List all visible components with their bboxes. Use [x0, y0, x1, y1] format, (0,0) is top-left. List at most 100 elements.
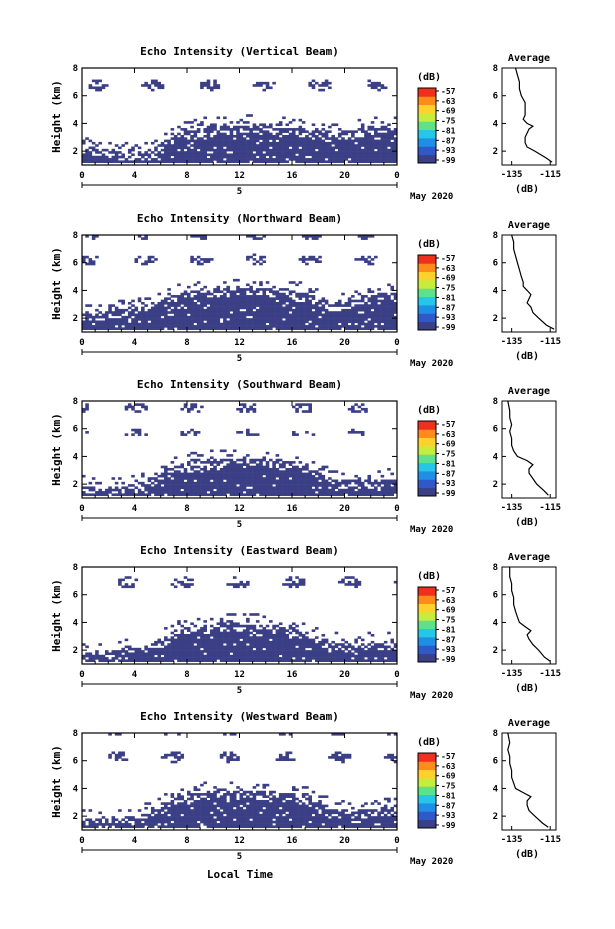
- echo-cell: [114, 327, 119, 330]
- echo-cell: [288, 493, 293, 496]
- echo-cell: [206, 659, 211, 662]
- echo-cell: [262, 160, 267, 163]
- echo-cell: [85, 318, 89, 321]
- echo-cell: [265, 125, 270, 129]
- echo-cell: [311, 477, 316, 480]
- echo-cell: [269, 153, 273, 157]
- echo-cell: [173, 578, 178, 582]
- echo-cell: [144, 322, 148, 326]
- echo-cell: [318, 144, 322, 147]
- echo-cell: [98, 659, 102, 662]
- echo-cell: [249, 472, 253, 476]
- echo-cell: [288, 304, 293, 307]
- echo-cell: [347, 407, 352, 411]
- echo-cell: [364, 318, 368, 321]
- echo-cell: [137, 403, 142, 406]
- echo-cell: [364, 304, 368, 307]
- echo-cell: [255, 613, 260, 616]
- echo-cell: [114, 151, 119, 154]
- echo-cell: [341, 130, 345, 133]
- echo-cell: [114, 308, 119, 312]
- echo-cell: [324, 308, 329, 312]
- echo-cell: [377, 151, 381, 154]
- echo-cell: [337, 481, 342, 485]
- echo-cell: [203, 647, 207, 651]
- profile-y-tick-label: 8: [493, 563, 498, 573]
- echo-cell: [288, 491, 293, 494]
- echo-cell: [301, 306, 306, 310]
- echo-cell: [216, 643, 221, 646]
- echo-cell: [131, 491, 135, 494]
- echo-cell: [131, 299, 135, 303]
- echo-cell: [357, 325, 362, 328]
- echo-cell: [101, 84, 106, 87]
- echo-cell: [259, 472, 263, 476]
- echo-cell: [88, 820, 93, 824]
- echo-cell: [223, 449, 227, 453]
- echo-cell: [374, 151, 378, 154]
- echo-cell: [203, 144, 207, 147]
- colorbar-tick-label: -93: [441, 645, 456, 654]
- echo-cell: [354, 320, 358, 324]
- echo-cell: [252, 474, 257, 478]
- echo-cell: [187, 633, 191, 637]
- echo-cell: [170, 299, 175, 303]
- echo-cell: [236, 151, 240, 154]
- echo-cell: [357, 292, 362, 296]
- echo-cell: [321, 650, 326, 653]
- echo-cell: [239, 290, 244, 294]
- echo-cell: [380, 84, 385, 87]
- echo-cell: [219, 657, 224, 660]
- echo-cell: [190, 160, 194, 163]
- echo-cell: [351, 146, 355, 150]
- echo-cell: [314, 301, 319, 305]
- echo-cell: [354, 158, 358, 161]
- echo-cell: [203, 128, 207, 131]
- echo-cell: [242, 325, 247, 328]
- echo-cell: [193, 295, 198, 298]
- echo-cell: [285, 477, 290, 480]
- echo-cell: [196, 146, 201, 150]
- echo-cell: [232, 463, 237, 466]
- echo-cell: [374, 643, 378, 646]
- echo-cell: [134, 315, 139, 319]
- echo-cell: [85, 818, 89, 822]
- echo-cell: [364, 313, 368, 317]
- echo-cell: [252, 160, 257, 163]
- echo-cell: [216, 636, 221, 639]
- echo-cell: [180, 297, 185, 300]
- echo-cell: [252, 479, 257, 483]
- echo-cell: [196, 465, 201, 469]
- echo-cell: [262, 638, 267, 642]
- echo-cell: [114, 153, 119, 157]
- echo-cell: [249, 141, 253, 145]
- echo-cell: [387, 481, 391, 485]
- echo-cell: [390, 306, 395, 310]
- echo-cell: [364, 652, 368, 656]
- echo-cell: [269, 486, 273, 490]
- echo-cell: [82, 407, 86, 411]
- echo-cell: [242, 297, 247, 300]
- x-tick-label: 4: [132, 504, 138, 514]
- echo-cell: [347, 151, 352, 154]
- echo-cell: [370, 290, 375, 294]
- echo-cell: [288, 158, 293, 161]
- echo-cell: [275, 318, 280, 321]
- echo-cell: [216, 479, 221, 483]
- echo-cell: [190, 657, 194, 660]
- echo-cell: [278, 144, 283, 147]
- echo-cell: [377, 315, 381, 319]
- echo-cell: [370, 262, 375, 266]
- echo-cell: [364, 148, 368, 152]
- echo-cell: [236, 631, 240, 635]
- echo-cell: [164, 659, 168, 662]
- echo-cell: [239, 125, 244, 129]
- echo-cell: [265, 647, 270, 651]
- echo-cell: [255, 315, 260, 319]
- echo-cell: [209, 158, 214, 161]
- echo-cell: [265, 645, 270, 649]
- echo-cell: [295, 160, 299, 163]
- echo-cell: [331, 151, 335, 154]
- echo-cell: [95, 823, 99, 826]
- echo-cell: [282, 325, 286, 328]
